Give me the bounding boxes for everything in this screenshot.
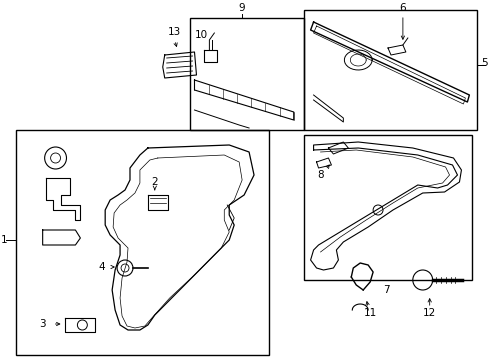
Bar	[189, 18, 303, 130]
Text: 7: 7	[382, 285, 388, 295]
Text: 12: 12	[422, 308, 435, 318]
Text: 9: 9	[238, 3, 245, 13]
Text: 11: 11	[363, 308, 376, 318]
Text: 1: 1	[0, 235, 7, 245]
Text: 13: 13	[168, 27, 181, 37]
Text: 8: 8	[317, 170, 323, 180]
Text: 6: 6	[399, 3, 406, 13]
Text: 3: 3	[39, 319, 46, 329]
Bar	[303, 10, 476, 130]
Text: 2: 2	[151, 177, 158, 187]
Text: 4: 4	[99, 262, 105, 272]
Text: 10: 10	[195, 30, 207, 40]
Bar	[16, 130, 268, 355]
Bar	[303, 135, 471, 280]
Text: 5: 5	[480, 58, 487, 68]
